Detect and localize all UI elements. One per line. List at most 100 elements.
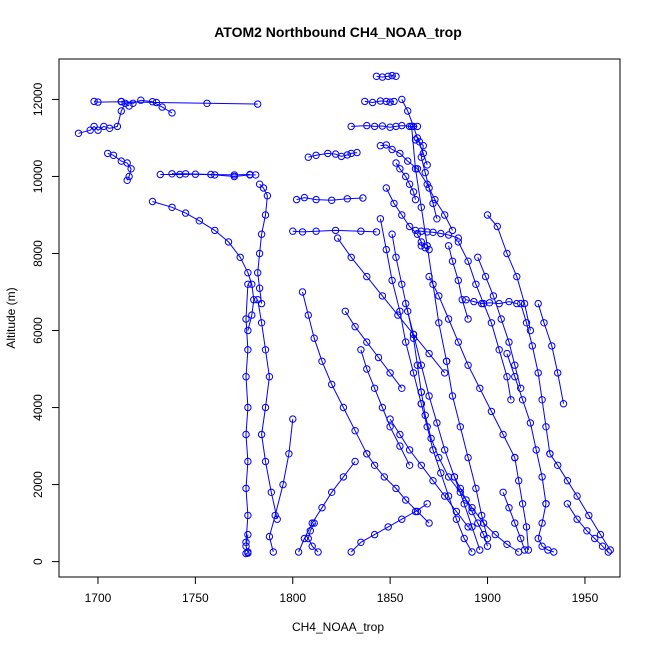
data-point [503, 249, 511, 258]
data-point [405, 222, 414, 231]
data-point [252, 171, 260, 179]
series-43 [511, 453, 533, 554]
data-point [304, 311, 312, 319]
data-point [267, 488, 275, 496]
data-point [328, 196, 336, 205]
x-axis: 1700 1750 1800 1850 1900 1950 [85, 576, 599, 605]
data-point [398, 211, 406, 219]
data-point [374, 353, 383, 362]
data-point [585, 511, 593, 520]
data-point [532, 446, 540, 454]
series-53 [341, 307, 406, 392]
series-line [292, 229, 377, 233]
data-point [573, 492, 581, 500]
series-line [453, 476, 488, 547]
data-point [310, 334, 318, 342]
data-point [181, 170, 190, 178]
data-point [398, 384, 406, 392]
data-point [376, 215, 385, 223]
data-point [596, 530, 605, 539]
data-point [244, 403, 252, 412]
data-point [442, 357, 451, 365]
data-point [378, 403, 387, 412]
data-point [411, 165, 420, 173]
series-3 [74, 99, 133, 138]
series-29 [483, 211, 535, 335]
series-31 [546, 450, 614, 554]
series-15 [289, 226, 381, 236]
data-point [324, 149, 332, 158]
data-point [230, 172, 239, 181]
data-point [505, 297, 513, 306]
data-point [563, 500, 572, 508]
data-point [269, 548, 277, 556]
series-50 [499, 488, 529, 554]
series-8 [254, 180, 272, 308]
data-point [246, 171, 254, 179]
data-point [257, 230, 266, 238]
series-line [380, 144, 453, 231]
series-16 [347, 121, 422, 131]
data-point [261, 457, 270, 466]
data-point [474, 519, 482, 527]
data-point [454, 338, 462, 346]
data-point [464, 257, 472, 265]
series-line [379, 218, 422, 404]
data-point [392, 484, 400, 493]
y-axis: 0 2000 4000 6000 8000 10000 12000 [31, 82, 60, 565]
series-44 [386, 415, 472, 531]
series-line [549, 453, 611, 551]
data-point [244, 346, 252, 354]
data-point [109, 151, 118, 160]
series-line [366, 453, 430, 524]
data-point [540, 319, 548, 327]
series-38 [294, 457, 359, 556]
data-point [343, 151, 351, 159]
series-12 [265, 415, 297, 556]
data-point [518, 396, 527, 404]
data-point [384, 523, 392, 531]
data-point [255, 284, 264, 292]
data-point [351, 427, 359, 435]
data-point [479, 519, 488, 527]
series-2 [117, 96, 176, 117]
data-point [339, 473, 348, 481]
data-point [444, 242, 453, 250]
data-point [398, 280, 406, 288]
data-point [331, 226, 340, 235]
data-point [203, 99, 211, 108]
data-point [402, 338, 410, 346]
data-point [468, 523, 476, 531]
data-point [298, 288, 307, 296]
data-point [347, 548, 355, 556]
series-line [415, 139, 438, 219]
data-point [137, 96, 145, 104]
data-point [452, 507, 461, 516]
data-point [518, 500, 527, 508]
data-point [90, 122, 98, 131]
data-point [300, 193, 309, 202]
data-point [433, 419, 441, 427]
data-point [433, 215, 441, 223]
data-point [409, 122, 418, 131]
y-tick-label: 12000 [31, 82, 45, 116]
data-point [74, 129, 83, 138]
data-point [583, 527, 591, 535]
data-point [405, 461, 414, 469]
data-point [195, 217, 204, 225]
data-point [384, 72, 392, 81]
data-point [402, 299, 410, 308]
data-point [113, 122, 122, 131]
data-point [390, 199, 398, 208]
data-point [361, 97, 369, 106]
data-point [314, 548, 322, 556]
data-point [515, 477, 523, 485]
data-point [261, 346, 270, 354]
data-point [538, 396, 546, 404]
series-52 [357, 346, 414, 469]
x-tick-label: 1750 [182, 591, 209, 605]
data-point [90, 97, 98, 106]
data-point [444, 315, 453, 323]
